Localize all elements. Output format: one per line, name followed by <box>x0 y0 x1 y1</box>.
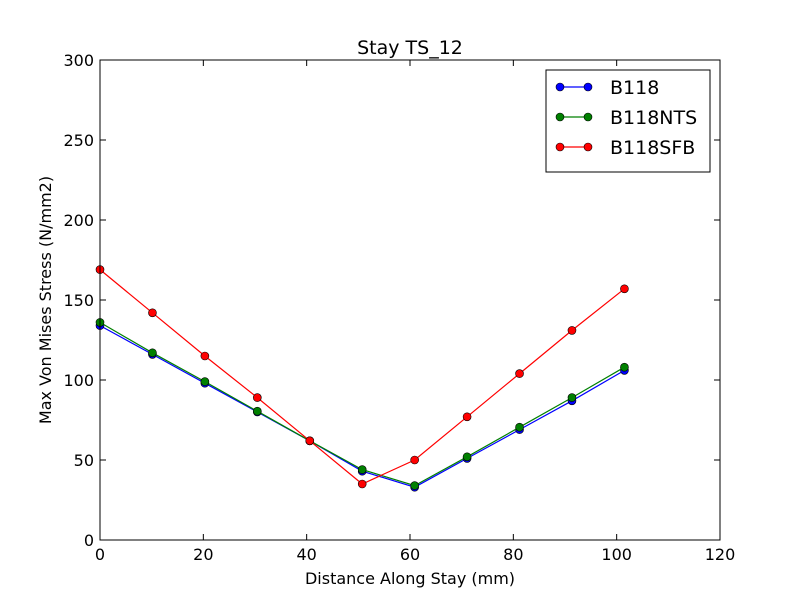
y-tick-label: 100 <box>63 371 94 390</box>
x-tick-label: 80 <box>503 545 523 564</box>
data-point <box>620 284 629 294</box>
legend-marker <box>583 82 593 92</box>
y-tick-label: 50 <box>74 451 94 470</box>
data-point <box>567 326 577 335</box>
data-point <box>253 406 262 416</box>
data-point <box>357 465 367 474</box>
data-point <box>515 422 524 432</box>
data-point <box>253 393 262 402</box>
x-tick-label: 120 <box>705 545 736 564</box>
legend-label: B118NTS <box>610 107 697 129</box>
data-point <box>515 369 524 378</box>
data-point <box>148 308 157 318</box>
legend: B118 B118NTS B118SFB <box>545 69 711 173</box>
data-point <box>200 377 210 386</box>
legend-marker <box>555 82 565 92</box>
x-tick-label: 100 <box>601 545 632 564</box>
legend-item-b118nts: B118NTS <box>555 107 697 129</box>
data-point <box>462 412 472 422</box>
legend-item-b118sfb: B118SFB <box>555 137 695 159</box>
x-tick-label: 40 <box>296 545 316 564</box>
y-axis-title: Max Von Mises Stress (N/mm2) <box>36 176 55 424</box>
data-point <box>305 436 315 446</box>
x-tick-label: 60 <box>400 545 420 564</box>
legend-marker <box>555 112 565 122</box>
legend-marker <box>583 142 593 152</box>
y-tick-label: 300 <box>63 51 94 70</box>
y-tick-label: 200 <box>63 211 94 230</box>
axes-layer: 0 20 40 60 80 100 120 0 50 100 150 200 250 300 <box>63 51 735 564</box>
data-point <box>148 348 157 358</box>
x-tick-label: 20 <box>193 545 213 564</box>
legend-label: B118SFB <box>610 137 695 159</box>
x-axis-title: Distance Along Stay (mm) <box>305 569 515 588</box>
y-tick-label: 150 <box>63 291 94 310</box>
legend-marker <box>555 142 565 152</box>
data-point <box>200 351 210 361</box>
data-point <box>462 452 472 462</box>
legend-label: B118 <box>610 77 659 99</box>
data-point <box>410 455 419 465</box>
series-layer <box>95 265 629 492</box>
legend-item-b118: B118 <box>555 77 659 99</box>
data-point <box>567 393 577 402</box>
y-tick-label: 0 <box>84 531 94 550</box>
y-tick-label: 250 <box>63 131 94 150</box>
data-point <box>620 362 629 372</box>
legend-marker <box>583 112 593 122</box>
data-point <box>410 481 419 490</box>
chart-title: Stay TS_12 <box>357 37 463 59</box>
data-point <box>357 479 367 489</box>
x-tick-label: 0 <box>95 545 105 564</box>
